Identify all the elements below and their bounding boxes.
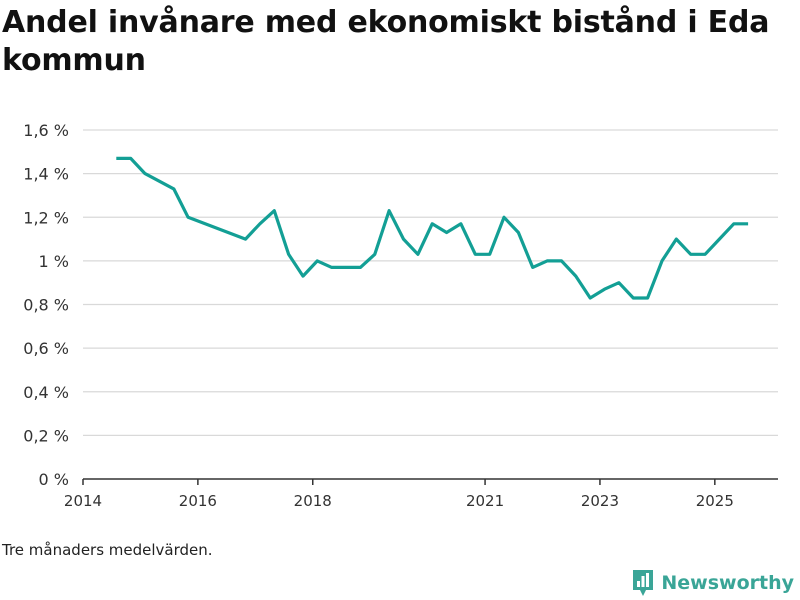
line-chart: 0 % 0,2 % 0,4 % 0,6 % 0,8 % 1 % 1,2 % 1,4 % 1,6 … bbox=[23, 121, 778, 510]
y-tick-label: 1,6 % bbox=[23, 121, 69, 140]
brand-logo[interactable]: Newsworthy bbox=[631, 568, 794, 598]
brand-name: Newsworthy bbox=[661, 572, 794, 594]
x-tick-label: 2014 bbox=[64, 492, 102, 510]
y-tick-label: 0 % bbox=[39, 470, 69, 489]
x-tick-label: 2021 bbox=[466, 492, 504, 510]
y-tick-label: 0,6 % bbox=[23, 339, 69, 358]
y-tick-label: 1 % bbox=[39, 252, 69, 271]
y-tick-label: 0,8 % bbox=[23, 296, 69, 315]
y-tick-label: 0,2 % bbox=[23, 426, 69, 445]
bar-chart-logo-icon bbox=[633, 570, 654, 596]
x-tick-label: 2016 bbox=[179, 492, 217, 510]
footnote: Tre månaders medelvärden. bbox=[2, 541, 213, 559]
x-tick-label: 2025 bbox=[696, 492, 734, 510]
y-tick-label: 1,2 % bbox=[23, 208, 69, 227]
x-tick-label: 2018 bbox=[294, 492, 332, 510]
y-tick-label: 1,4 % bbox=[23, 165, 69, 184]
y-tick-label: 0,4 % bbox=[23, 383, 69, 402]
x-tick-label: 2023 bbox=[581, 492, 619, 510]
series-line bbox=[116, 156, 749, 300]
chart-title: Andel invånare med ekonomiskt bistånd i … bbox=[2, 5, 770, 78]
